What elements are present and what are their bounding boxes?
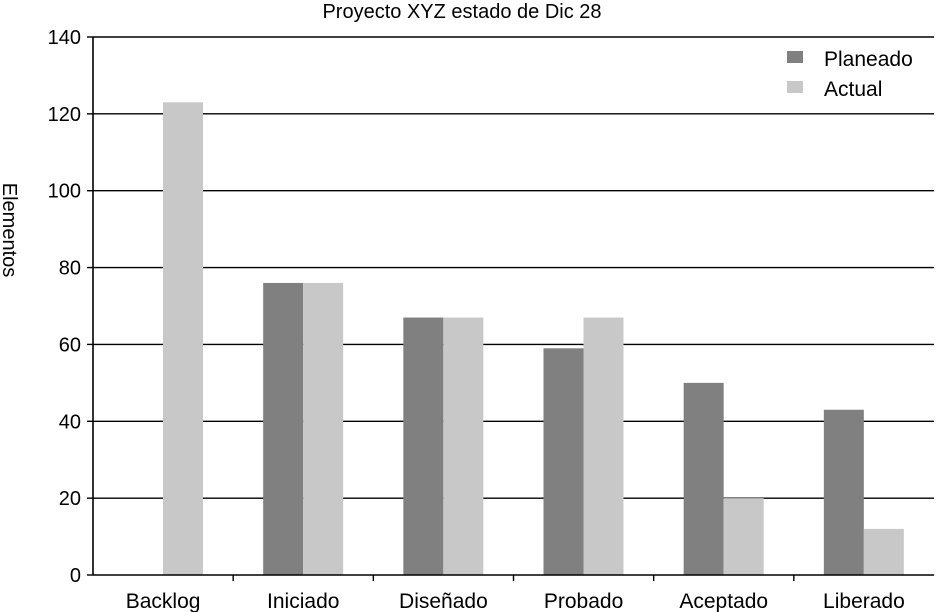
y-tick-label: 100 — [48, 181, 81, 203]
bars — [163, 102, 904, 575]
legend-label-planeado: Planeado — [824, 48, 913, 71]
bar-actual-probado — [583, 317, 624, 575]
x-tick-label: Probado — [544, 590, 623, 612]
y-tick-label: 0 — [70, 565, 81, 587]
x-tick-label: Backlog — [126, 590, 201, 612]
x-tick-label: Diseñado — [399, 590, 488, 612]
legend-swatch-actual — [787, 81, 803, 93]
axes — [87, 36, 934, 581]
x-tick-label: Aceptado — [679, 590, 768, 612]
bar-planeado-probado — [543, 348, 584, 575]
y-tick-label: 140 — [48, 27, 81, 49]
y-tick-labels: 0 20 40 60 80 100 120 140 — [48, 27, 81, 587]
bar-planeado-aceptado — [683, 382, 724, 575]
y-tick-label: 20 — [59, 488, 81, 510]
bar-actual-backlog — [163, 102, 203, 575]
y-tick-label: 80 — [59, 258, 81, 280]
chart-title: Proyecto XYZ estado de Dic 28 — [322, 1, 601, 23]
legend-label-actual: Actual — [824, 78, 882, 101]
bar-planeado-iniciado — [263, 282, 304, 575]
bar-actual-diseñado — [443, 317, 484, 575]
y-tick-label: 60 — [59, 334, 81, 356]
legend: Planeado Actual — [787, 48, 913, 101]
y-tick-label: 40 — [59, 411, 81, 433]
bar-planeado-liberado — [823, 409, 864, 575]
x-tick-labels: Backlog Iniciado Diseñado Probado Aceptado Li… — [126, 590, 905, 612]
bar-actual-liberado — [863, 528, 904, 575]
x-tick-label: Liberado — [823, 590, 905, 612]
gridlines — [93, 36, 934, 499]
bar-planeado-diseñado — [403, 317, 444, 575]
x-tick-label: Iniciado — [267, 590, 339, 612]
bar-actual-aceptado — [723, 498, 764, 575]
y-tick-label: 120 — [48, 104, 81, 126]
y-axis-label: Elementos — [0, 183, 20, 278]
bar-actual-iniciado — [303, 282, 344, 575]
legend-swatch-planeado — [787, 51, 803, 63]
